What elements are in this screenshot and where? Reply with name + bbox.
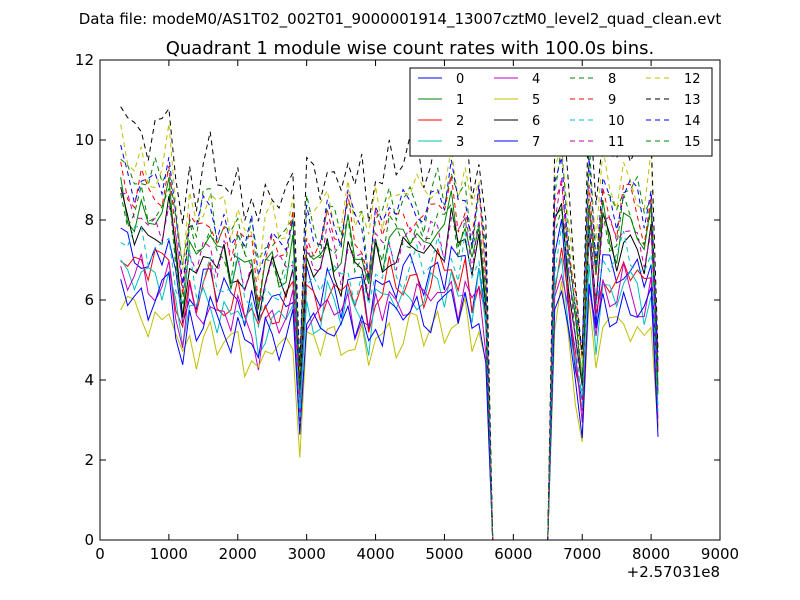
legend-label: 3 bbox=[456, 135, 464, 150]
y-tick-label: 8 bbox=[84, 211, 94, 229]
x-tick-label: 3000 bbox=[288, 545, 326, 563]
legend-label: 6 bbox=[532, 114, 540, 129]
x-tick-label: 2000 bbox=[219, 545, 257, 563]
chart-title: Quadrant 1 module wise count rates with … bbox=[166, 38, 655, 59]
legend-label: 2 bbox=[456, 114, 464, 129]
y-tick-label: 0 bbox=[84, 531, 94, 549]
series-line-2 bbox=[120, 232, 659, 540]
series-layer bbox=[120, 92, 659, 540]
x-tick-label: 1000 bbox=[150, 545, 188, 563]
y-tick-label: 6 bbox=[84, 291, 94, 309]
series-line-8 bbox=[120, 139, 659, 540]
x-tick-label: 9000 bbox=[701, 545, 739, 563]
series-line-14 bbox=[120, 144, 659, 540]
y-tick-label: 10 bbox=[75, 131, 94, 149]
series-line-12 bbox=[120, 123, 659, 540]
y-tick-label: 12 bbox=[75, 51, 94, 69]
x-tick-label: 5000 bbox=[425, 545, 463, 563]
series-line-1 bbox=[120, 177, 659, 540]
legend-label: 14 bbox=[684, 114, 701, 129]
y-tick-label: 2 bbox=[84, 451, 94, 469]
series-line-9 bbox=[120, 161, 659, 540]
x-tick-label: 6000 bbox=[494, 545, 532, 563]
legend-label: 5 bbox=[532, 93, 540, 108]
x-offset-label: +2.57031e8 bbox=[627, 563, 720, 581]
legend-label: 4 bbox=[532, 72, 540, 87]
legend-label: 0 bbox=[456, 72, 464, 87]
y-tick-label: 4 bbox=[84, 371, 94, 389]
series-line-11 bbox=[120, 177, 659, 540]
series-line-13 bbox=[120, 92, 659, 540]
x-tick-label: 8000 bbox=[632, 545, 670, 563]
x-tick-label: 0 bbox=[95, 545, 105, 563]
legend-box bbox=[409, 67, 713, 157]
legend-label: 12 bbox=[684, 72, 701, 87]
series-line-6 bbox=[120, 186, 659, 540]
x-tick-label: 7000 bbox=[563, 545, 601, 563]
series-line-4 bbox=[120, 253, 659, 540]
legend-label: 9 bbox=[608, 93, 616, 108]
legend-label: 11 bbox=[608, 135, 625, 150]
legend-label: 10 bbox=[608, 114, 625, 129]
legend-label: 7 bbox=[532, 135, 540, 150]
suptitle: Data file: modeM0/AS1T02_002T01_90000019… bbox=[79, 10, 722, 29]
x-tick-label: 4000 bbox=[356, 545, 394, 563]
series-line-7 bbox=[120, 271, 659, 540]
legend-label: 13 bbox=[684, 93, 701, 108]
x-axis: 0 1000 2000 3000 4000 5000 6000 7000 8000 9000 bbox=[95, 60, 739, 563]
legend-label: 15 bbox=[684, 135, 701, 150]
legend-label: 1 bbox=[456, 93, 464, 108]
series-line-5 bbox=[120, 281, 659, 540]
series-line-10 bbox=[120, 225, 659, 540]
series-line-15 bbox=[120, 185, 659, 540]
legend-label: 8 bbox=[608, 72, 616, 87]
